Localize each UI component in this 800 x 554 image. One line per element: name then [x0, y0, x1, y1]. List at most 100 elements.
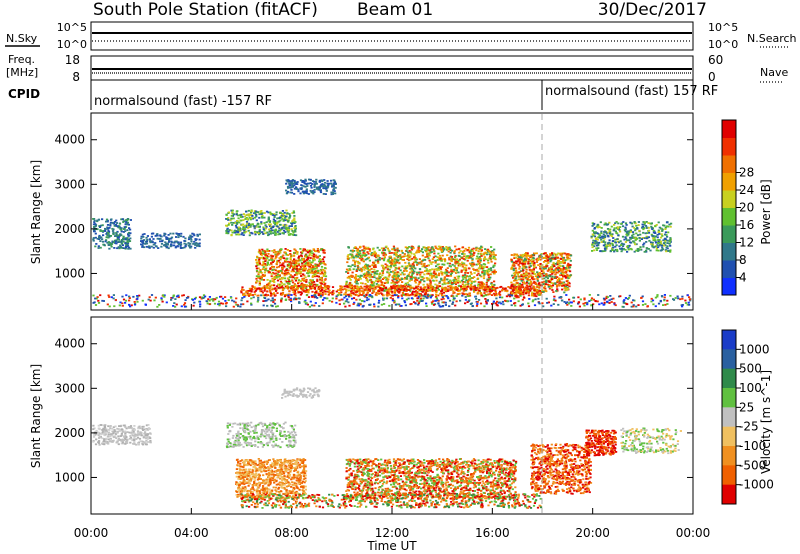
heatmap-cell: [245, 226, 248, 228]
heatmap-cell: [312, 268, 315, 270]
heatmap-cell: [563, 291, 566, 294]
heatmap-cell: [664, 226, 667, 229]
heatmap-cell: [354, 277, 357, 280]
heatmap-cell: [599, 250, 602, 253]
heatmap-cell: [451, 286, 454, 289]
heatmap-cell: [260, 278, 263, 281]
heatmap-cell: [643, 222, 646, 225]
heatmap-cell: [179, 246, 182, 249]
heatmap-cell: [317, 288, 320, 290]
heatmap-cell: [258, 233, 261, 236]
heatmap-cell: [547, 274, 550, 277]
heatmap-cell: [286, 185, 290, 188]
heatmap-cell: [450, 272, 453, 275]
heatmap-cell: [368, 285, 371, 288]
heatmap-cell: [266, 285, 269, 288]
heatmap-cell: [552, 261, 555, 264]
heatmap-cell: [370, 285, 373, 287]
heatmap-cell: [284, 251, 287, 254]
heatmap-cell: [409, 255, 412, 257]
heatmap-cell: [93, 225, 96, 228]
heatmap-cell: [325, 187, 328, 190]
heatmap-cell: [246, 218, 249, 220]
heatmap-cell: [347, 272, 350, 274]
heatmap-cell: [433, 289, 436, 292]
heatmap-cell: [395, 254, 398, 257]
heatmap-cell: [408, 271, 412, 274]
heatmap-cell: [373, 268, 376, 271]
heatmap-cell: [429, 283, 432, 285]
heatmap-cell: [471, 261, 474, 264]
heatmap-cell: [453, 276, 456, 279]
heatmap-cell: [315, 265, 318, 267]
heatmap-cell: [525, 266, 528, 269]
heatmap-cell: [550, 270, 554, 273]
heatmap-cell: [250, 290, 253, 293]
heatmap-cell: [285, 293, 288, 296]
heatmap-cell: [373, 285, 376, 288]
heatmap-cell: [270, 284, 273, 287]
heatmap-cell: [446, 282, 450, 284]
heatmap-cell: [662, 242, 666, 244]
heatmap-cell: [271, 280, 274, 283]
heatmap-cell: [455, 288, 458, 291]
heatmap-cell: [594, 242, 597, 245]
heatmap-cell: [285, 253, 288, 256]
heatmap-cell: [430, 275, 434, 277]
heatmap-cell: [275, 272, 278, 275]
heatmap-cell: [477, 272, 480, 275]
heatmap-cell: [289, 257, 292, 259]
heatmap-cell: [658, 230, 661, 233]
heatmap-cell: [432, 279, 435, 282]
heatmap-cell: [282, 225, 285, 228]
heatmap-cell: [266, 269, 269, 272]
heatmap-cell: [250, 294, 253, 296]
heatmap-cell: [532, 268, 535, 271]
heatmap-cell: [318, 281, 322, 284]
heatmap-cell: [365, 254, 368, 256]
heatmap-cell: [248, 234, 251, 237]
heatmap-cell: [538, 290, 541, 293]
heatmap-cell: [351, 276, 354, 278]
heatmap-cell: [494, 254, 497, 256]
heatmap-cell: [357, 278, 360, 281]
heatmap-cell: [457, 263, 460, 266]
heatmap-cell: [328, 299, 331, 302]
heatmap-cell: [413, 266, 416, 269]
heatmap-cell: [308, 259, 311, 262]
heatmap-cell: [413, 253, 416, 255]
heatmap-cell: [370, 271, 373, 273]
heatmap-cell: [617, 234, 620, 237]
heatmap-cell: [551, 252, 554, 255]
heatmap-cell: [421, 265, 424, 268]
heatmap-cell: [597, 244, 600, 247]
heatmap-cell: [102, 234, 105, 237]
heatmap-cell: [624, 230, 627, 233]
heatmap-cell: [492, 292, 496, 295]
heatmap-cell: [348, 282, 351, 284]
heatmap-cell: [361, 287, 364, 290]
heatmap-cell: [593, 249, 596, 252]
heatmap-cell: [415, 261, 418, 264]
heatmap-cell: [517, 275, 520, 278]
heatmap-cell: [121, 244, 124, 247]
heatmap-cell: [369, 278, 373, 281]
heatmap-cell: [595, 237, 598, 240]
heatmap-cell: [455, 280, 459, 282]
heatmap-cell: [107, 244, 110, 246]
heatmap-cell: [513, 261, 516, 264]
heatmap-cell: [281, 226, 284, 229]
heatmap-cell: [556, 276, 559, 278]
heatmap-cell: [607, 242, 610, 245]
heatmap-cell: [637, 221, 640, 223]
heatmap-cell: [246, 292, 249, 294]
heatmap-cell: [540, 273, 543, 275]
heatmap-cell: [415, 290, 418, 292]
heatmap-cell: [319, 249, 322, 251]
heatmap-cell: [230, 214, 233, 217]
heatmap-cell: [122, 231, 125, 233]
heatmap-cell: [433, 270, 436, 273]
heatmap-cell: [663, 224, 666, 227]
heatmap-cell: [332, 179, 335, 182]
heatmap-cell: [287, 265, 290, 268]
